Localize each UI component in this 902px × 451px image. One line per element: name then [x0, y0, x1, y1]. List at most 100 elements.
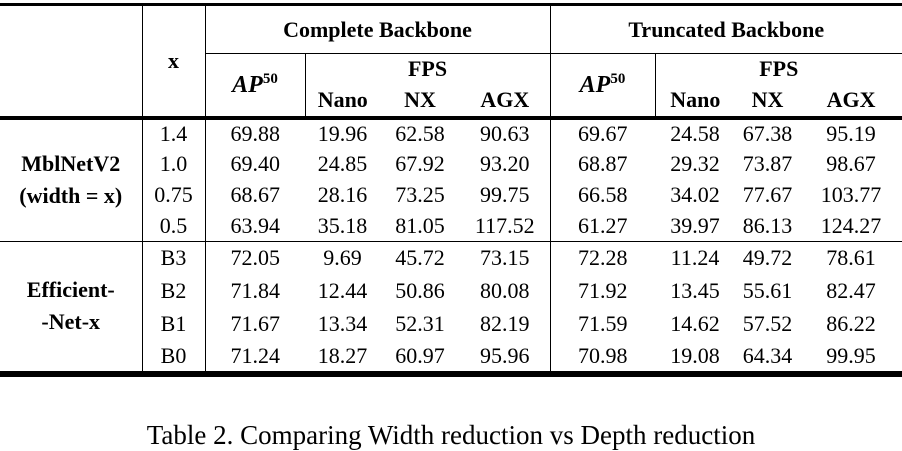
metric-value: 98.67 — [826, 151, 876, 176]
metric-value: 66.58 — [578, 182, 628, 207]
metric-value: 99.75 — [460, 179, 551, 211]
metric-value: 95.96 — [460, 340, 551, 374]
ap-text: AP — [232, 72, 263, 99]
x-header: x — [142, 4, 206, 120]
x-value: B0 — [142, 340, 206, 374]
metric-value: 71.84 — [230, 278, 281, 303]
metric-value: 64.34 — [742, 342, 793, 368]
section-label-line: (width = x) — [19, 183, 123, 209]
table-row: Efficient- -Net-x B3 72.05 9.69 45.72 73.15 72.… — [0, 241, 902, 374]
table-row: Nano NX AGX Nano NX AGX — [0, 83, 902, 120]
metric-value: 71.92 — [578, 278, 628, 303]
table-row: 0.5 63.94 35.18 81.05 117.52 61.27 39.97 86.13 1… — [0, 210, 902, 242]
metric-value: 71.67 — [230, 311, 281, 336]
metric-value: 19.08 — [670, 342, 720, 368]
metric-value: 82.47 — [826, 278, 876, 303]
table-row: AP50 FPS AP50 FPS — [0, 53, 902, 120]
ap-superscript: 50 — [262, 71, 278, 88]
metric-value: 50.86 — [395, 278, 445, 303]
device-header: AGX — [460, 83, 551, 120]
metric-value: 34.02 — [670, 182, 720, 207]
metric-value: 78.61 — [800, 241, 902, 275]
metric-value: 67.92 — [395, 151, 445, 176]
metric-value: 73.25 — [395, 182, 445, 207]
x-value: B2 — [142, 274, 206, 308]
metric-value: 13.45 — [670, 278, 720, 303]
device-header: Nano — [305, 83, 380, 120]
section-label-line: -Net-x — [41, 309, 101, 335]
metric-value: 90.63 — [460, 117, 551, 149]
metric-value: 68.87 — [578, 151, 628, 176]
metric-value: 39.97 — [670, 212, 720, 238]
metric-value: 86.13 — [742, 212, 793, 238]
page: x Complete Backbone Truncated Backbone AP50… — [0, 3, 902, 450]
metric-value: 35.18 — [317, 212, 368, 238]
metric-value: 103.77 — [820, 182, 882, 207]
device-header: NX — [735, 83, 801, 120]
fps-header: FPS — [305, 53, 551, 84]
device-header: AGX — [800, 83, 902, 120]
metric-value: 14.62 — [670, 311, 720, 336]
table-caption: Table 2. Comparing Width reduction vs De… — [146, 420, 756, 450]
ap-superscript: 50 — [610, 71, 626, 88]
metric-value: 70.98 — [578, 342, 628, 368]
group-header: Complete Backbone — [205, 4, 551, 54]
metric-value: 73.15 — [460, 241, 551, 275]
metric-value: 117.52 — [460, 210, 551, 242]
metric-value: 49.72 — [735, 241, 801, 275]
section-label: Efficient- -Net-x — [0, 241, 143, 374]
metric-value: 11.24 — [655, 241, 736, 275]
metric-value: 24.58 — [670, 121, 720, 146]
metric-value: 69.88 — [230, 121, 281, 146]
metric-value: 81.05 — [395, 212, 445, 238]
metric-value: 73.87 — [742, 151, 793, 176]
metric-value: 57.52 — [742, 311, 793, 336]
metric-value: 95.19 — [826, 121, 876, 146]
x-value: B1 — [142, 307, 206, 341]
table-row: B2 71.84 12.44 50.86 80.08 71.92 13.45 55.61 82.… — [0, 274, 902, 308]
x-value: 0.75 — [142, 179, 206, 211]
metric-value: 124.27 — [820, 212, 882, 238]
metric-value: 67.38 — [742, 121, 793, 146]
metric-value: 82.19 — [460, 307, 551, 341]
metric-value: 71.24 — [230, 342, 281, 368]
metric-value: 18.27 — [317, 342, 368, 368]
section-label-line: MblNetV2 — [21, 151, 121, 177]
table-row: MblNetV2 (width = x) 1.4 69.88 19.96 62.58 90.… — [0, 117, 902, 242]
section-label-line: Efficient- — [26, 277, 115, 303]
metric-value: 9.69 — [305, 241, 380, 275]
x-value: 1.0 — [142, 148, 206, 180]
x-value: B3 — [142, 241, 206, 275]
x-value: 1.4 — [142, 117, 206, 149]
metric-value: 71.59 — [578, 311, 628, 336]
metric-value: 86.22 — [826, 311, 876, 336]
metric-value: 99.95 — [826, 342, 876, 368]
metric-value: 29.32 — [670, 151, 720, 176]
table-row: B0 71.24 18.27 60.97 95.96 70.98 19.08 64.34 99.… — [0, 340, 902, 374]
section-label: MblNetV2 (width = x) — [0, 117, 143, 242]
metric-value: 12.44 — [317, 278, 368, 303]
metric-value: 77.67 — [742, 182, 793, 207]
metric-value: 93.20 — [460, 148, 551, 180]
metric-value: 62.58 — [395, 121, 445, 146]
group-header: Truncated Backbone — [550, 4, 902, 54]
metric-value: 52.31 — [395, 311, 445, 336]
metric-value: 63.94 — [230, 212, 281, 238]
x-value: 0.5 — [142, 210, 206, 242]
metric-value: 24.85 — [317, 151, 368, 176]
device-header: Nano — [655, 83, 736, 120]
metric-value: 69.40 — [230, 151, 281, 176]
metric-value: 28.16 — [317, 182, 368, 207]
metric-value: 55.61 — [742, 278, 793, 303]
table-row: x Complete Backbone Truncated Backbone — [0, 4, 902, 120]
metric-value: 72.28 — [550, 241, 656, 275]
corner-cell — [0, 4, 143, 120]
fps-header: FPS — [759, 55, 799, 81]
metric-value: 13.34 — [317, 311, 368, 336]
table-row: B1 71.67 13.34 52.31 82.19 71.59 14.62 57.52 86.… — [0, 307, 902, 341]
metric-value: 80.08 — [460, 274, 551, 308]
device-header: NX — [380, 83, 460, 120]
ap-header: AP50 — [205, 53, 306, 120]
metric-value: 45.72 — [380, 241, 460, 275]
ap-text: AP — [579, 72, 611, 99]
